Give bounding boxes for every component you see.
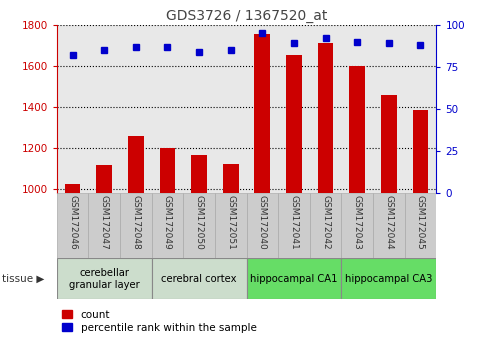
Bar [405, 193, 436, 258]
Bar [152, 193, 183, 258]
Bar [286, 55, 302, 193]
Text: GSM172047: GSM172047 [100, 195, 108, 250]
Text: cerebral cortex: cerebral cortex [161, 274, 237, 284]
Bar [254, 34, 270, 193]
Bar [215, 193, 246, 258]
Bar [57, 193, 88, 258]
Text: GSM172051: GSM172051 [226, 195, 235, 250]
Bar [246, 193, 278, 258]
Text: GSM172044: GSM172044 [385, 195, 393, 250]
Bar [120, 193, 152, 258]
Bar [191, 155, 207, 193]
Text: GSM172045: GSM172045 [416, 195, 425, 250]
Bar [152, 258, 246, 299]
Bar [223, 164, 239, 193]
Bar [88, 193, 120, 258]
Bar [310, 193, 341, 258]
Text: hippocampal CA3: hippocampal CA3 [345, 274, 432, 284]
Legend: count, percentile rank within the sample: count, percentile rank within the sample [62, 310, 256, 333]
Bar [381, 95, 397, 193]
Bar [413, 110, 428, 193]
Bar [317, 43, 333, 193]
Text: GSM172050: GSM172050 [195, 195, 204, 250]
Text: GSM172042: GSM172042 [321, 195, 330, 250]
Bar [128, 136, 143, 193]
Text: GSM172041: GSM172041 [289, 195, 298, 250]
Bar [183, 193, 215, 258]
Bar [246, 258, 341, 299]
Bar [160, 148, 176, 193]
Bar [278, 193, 310, 258]
Text: GSM172043: GSM172043 [352, 195, 362, 250]
Text: GSM172049: GSM172049 [163, 195, 172, 250]
Bar [65, 184, 80, 193]
Bar [373, 193, 405, 258]
Bar [341, 193, 373, 258]
Text: tissue ▶: tissue ▶ [2, 274, 45, 284]
Text: hippocampal CA1: hippocampal CA1 [250, 274, 338, 284]
Text: GDS3726 / 1367520_at: GDS3726 / 1367520_at [166, 9, 327, 23]
Bar [341, 258, 436, 299]
Bar [57, 258, 152, 299]
Text: cerebellar
granular layer: cerebellar granular layer [69, 268, 140, 290]
Text: GSM172040: GSM172040 [258, 195, 267, 250]
Bar [96, 165, 112, 193]
Text: GSM172048: GSM172048 [131, 195, 141, 250]
Text: GSM172046: GSM172046 [68, 195, 77, 250]
Bar [350, 66, 365, 193]
